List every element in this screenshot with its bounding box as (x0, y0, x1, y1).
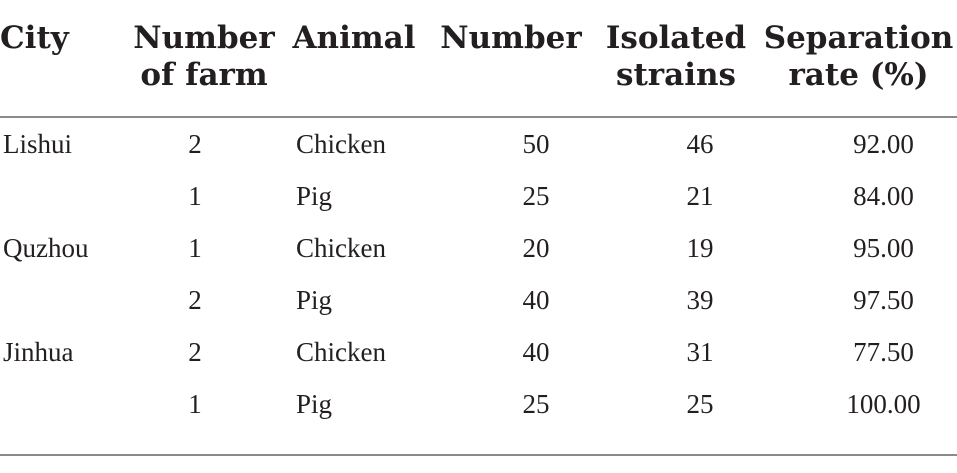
cell-rate: 97.50 (853, 285, 914, 315)
header-number: Number (430, 0, 592, 118)
table-row: Jinhua 2 Chicken 40 31 77.50 (0, 326, 957, 378)
cell-number: 20 (522, 233, 550, 263)
isolation-rate-table: City Number of farm Animal Number Isolat… (0, 0, 957, 430)
cell-animal: Chicken (296, 337, 386, 367)
header-separation-rate-line-2: rate (%) (788, 57, 929, 93)
header-number-of-farm-line-1: Number (133, 20, 275, 56)
cell-city: Jinhua (3, 337, 74, 367)
header-animal: Animal (278, 0, 430, 118)
header-isolated-strains-line-1: Isolated (605, 20, 747, 56)
header-row: City Number of farm Animal Number Isolat… (0, 0, 957, 118)
cell-city: Lishui (3, 129, 73, 159)
table-header: City Number of farm Animal Number Isolat… (0, 0, 957, 118)
cell-farm: 1 (188, 181, 202, 211)
header-isolated-strains-line-2: strains (616, 57, 736, 93)
cell-animal: Pig (296, 181, 333, 211)
header-city-line-1: City (0, 20, 69, 56)
cell-city (0, 170, 130, 222)
header-number-line-1: Number (440, 20, 582, 56)
header-separation-rate: Separation rate (%) (760, 0, 957, 118)
table-row: Quzhou 1 Chicken 20 19 95.00 (0, 222, 957, 274)
table-bottom-rule (0, 454, 957, 456)
cell-strains: 21 (686, 181, 714, 211)
table-row: Lishui 2 Chicken 50 46 92.00 (0, 117, 957, 170)
cell-city: Quzhou (3, 233, 89, 263)
cell-strains: 31 (686, 337, 714, 367)
cell-farm: 2 (188, 285, 202, 315)
header-animal-line-1: Animal (292, 20, 416, 56)
cell-number: 50 (522, 129, 550, 159)
table-row: 1 Pig 25 25 100.00 (0, 378, 957, 430)
cell-strains: 19 (686, 233, 714, 263)
cell-rate: 84.00 (853, 181, 914, 211)
cell-farm: 2 (188, 129, 202, 159)
header-city: City (0, 0, 130, 118)
cell-farm: 2 (188, 337, 202, 367)
cell-strains: 39 (686, 285, 714, 315)
table-row: 1 Pig 25 21 84.00 (0, 170, 957, 222)
cell-rate: 100.00 (846, 389, 921, 419)
cell-farm: 1 (188, 233, 202, 263)
cell-rate: 95.00 (853, 233, 914, 263)
cell-animal: Pig (296, 285, 333, 315)
cell-rate: 92.00 (853, 129, 914, 159)
header-separation-rate-line-1: Separation (763, 20, 954, 56)
table-body: Lishui 2 Chicken 50 46 92.00 1 Pig 25 21… (0, 117, 957, 430)
cell-number: 40 (522, 285, 550, 315)
cell-number: 25 (522, 181, 550, 211)
cell-farm: 1 (188, 389, 202, 419)
cell-rate: 77.50 (853, 337, 914, 367)
cell-strains: 46 (686, 129, 714, 159)
cell-number: 40 (522, 337, 550, 367)
header-isolated-strains: Isolated strains (592, 0, 760, 118)
cell-city (0, 274, 130, 326)
cell-number: 25 (522, 389, 550, 419)
table-row: 2 Pig 40 39 97.50 (0, 274, 957, 326)
cell-strains: 25 (686, 389, 714, 419)
cell-animal: Pig (296, 389, 333, 419)
header-number-of-farm: Number of farm (130, 0, 278, 118)
cell-city (0, 378, 130, 430)
cell-animal: Chicken (296, 129, 386, 159)
cell-animal: Chicken (296, 233, 386, 263)
header-number-of-farm-line-2: of farm (140, 57, 268, 93)
